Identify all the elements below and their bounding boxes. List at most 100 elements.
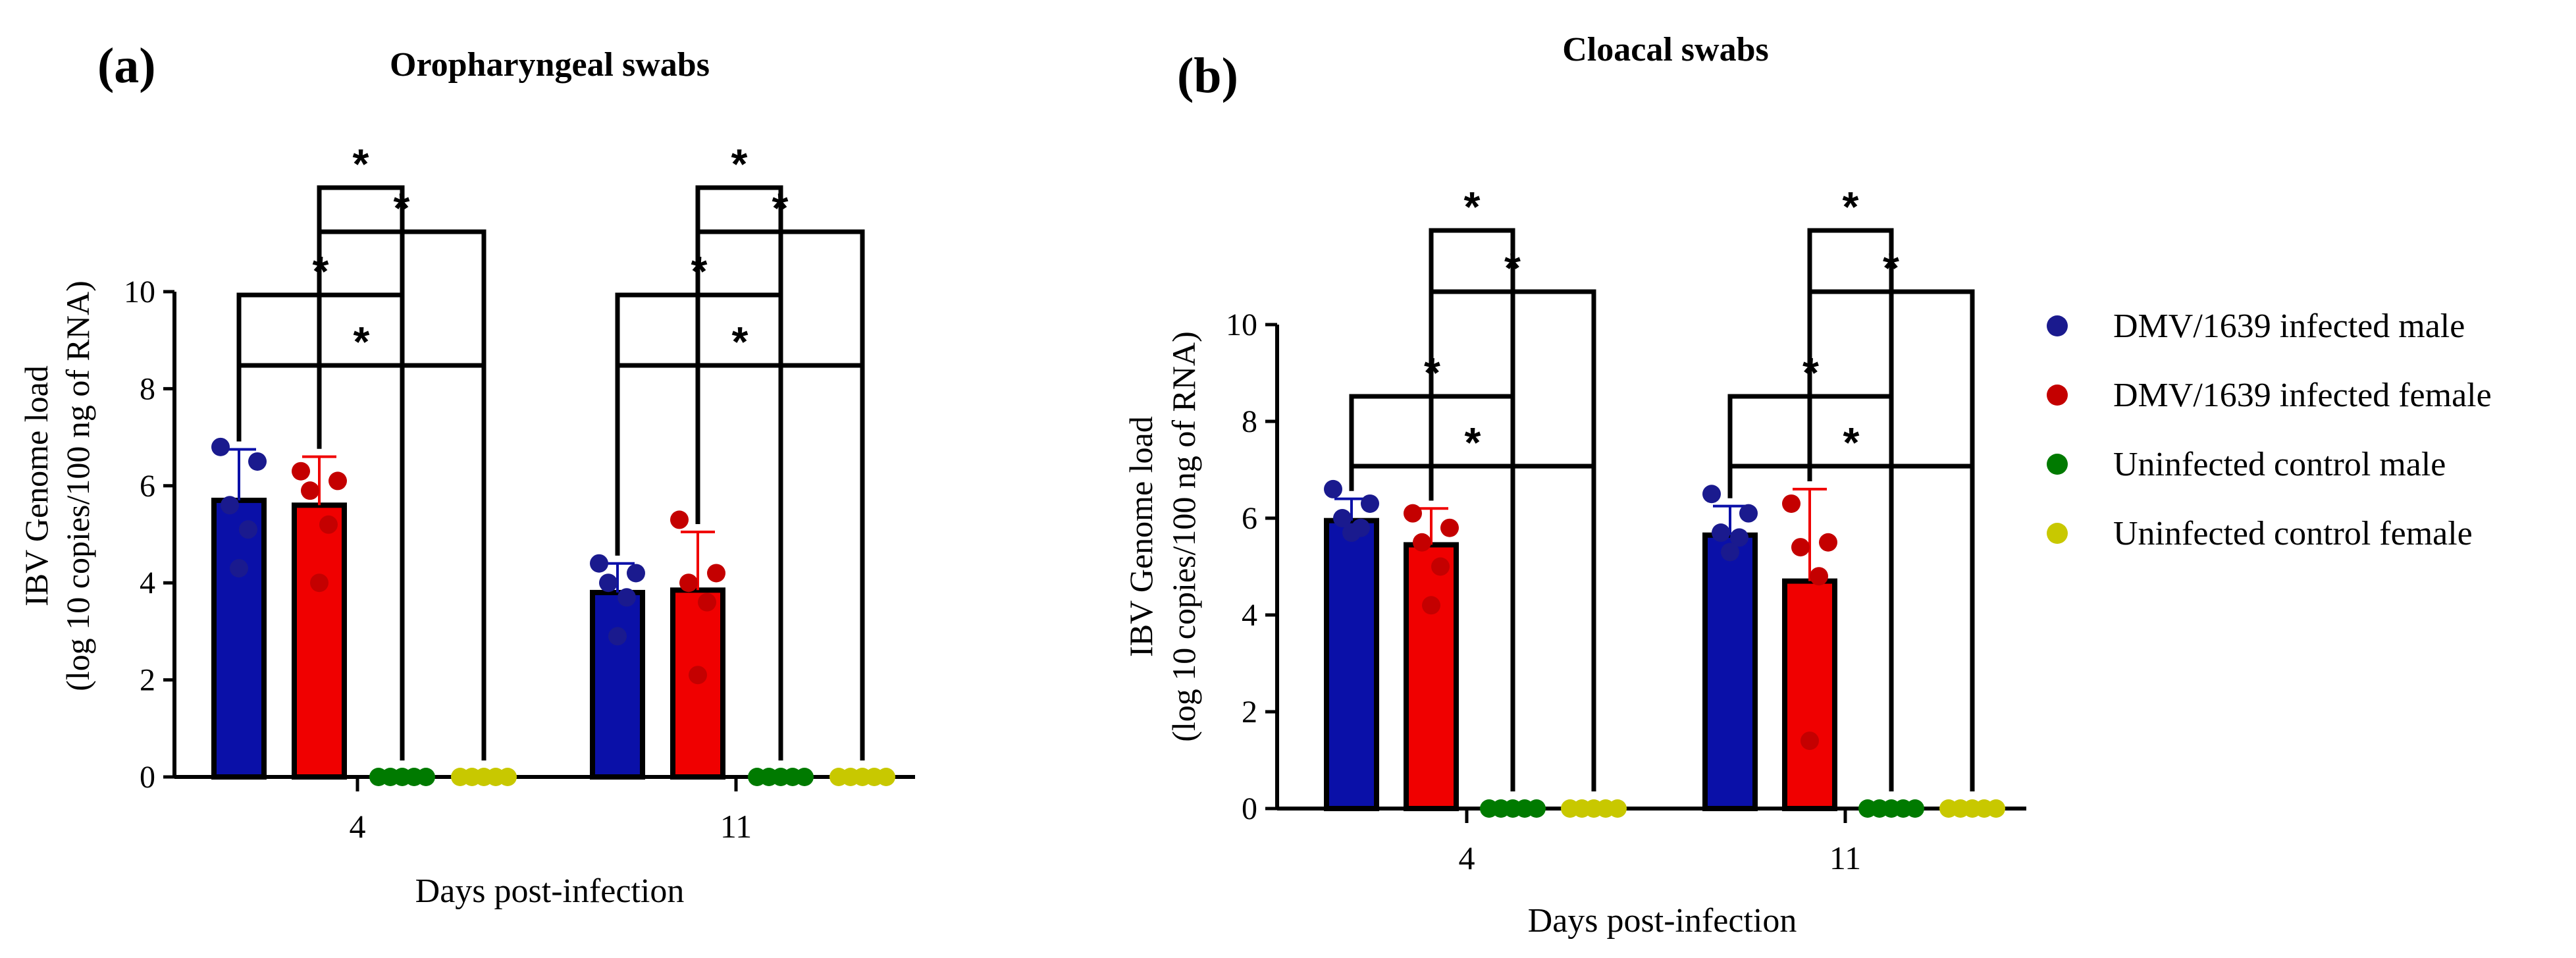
panel-a-data-point (301, 481, 319, 500)
panel-b-significance-star: * (1464, 183, 1481, 230)
panel-a-y-tick-label: 2 (140, 663, 155, 698)
legend-marker (2047, 315, 2068, 336)
panel-a-data-point (292, 462, 310, 481)
panel-b-data-point (1431, 557, 1450, 576)
panel-b-x-tick-label: 11 (1829, 839, 1861, 876)
panel-a-data-point (248, 452, 267, 471)
panel-a-data-point (608, 627, 627, 646)
panel-a-data-point (417, 768, 435, 786)
panel-a-data-point (310, 573, 329, 593)
panel-a-data-point (221, 496, 239, 515)
panel-b-y-tick-label: 2 (1242, 695, 1257, 730)
panel-b-label: (b) (1177, 48, 1238, 103)
panel-b-data-point (1906, 799, 1924, 818)
panel-b-bar (1702, 532, 1758, 811)
panel-b-significance-star: * (1465, 419, 1481, 466)
panel-b-data-point (1810, 567, 1828, 586)
panel-b-data-point (1608, 799, 1627, 818)
panel-a-data-point (795, 768, 814, 786)
panel-b-data-point (1819, 533, 1837, 552)
panel-b-data-point (1333, 509, 1352, 527)
panel-a-data-point (877, 768, 895, 786)
panel-b-x-tick-label: 4 (1459, 839, 1475, 876)
panel-b-data-point (1702, 485, 1721, 504)
legend-marker (2047, 385, 2068, 406)
panel-a-oropharyngeal-chart: (a) Oropharyngeal swabs IBV Genome load … (18, 38, 915, 910)
panel-a-data-point (627, 564, 645, 583)
panel-b-data-point (1987, 799, 2005, 818)
panel-a-data-point (239, 520, 257, 539)
panel-b-significance-bracket (1807, 228, 1894, 737)
legend-label: DMV/1639 infected female (2113, 377, 2492, 414)
panel-b-y-tick-label: 8 (1242, 404, 1257, 439)
legend: DMV/1639 infected male DMV/1639 infected … (2047, 307, 2492, 552)
panel-b-significance-bracket (1429, 228, 1515, 737)
panel-b-data-point (1782, 494, 1801, 513)
panel-b-bar (1324, 518, 1379, 811)
panel-a-significance-star: * (353, 140, 369, 188)
panel-a-data-point (618, 588, 636, 607)
panel-b-data-point (1342, 523, 1361, 543)
panel-a-data-point (319, 515, 338, 534)
panel-b-data-point (1440, 518, 1459, 537)
panel-a-data-point (689, 666, 707, 685)
panel-b-data-point (1721, 543, 1739, 562)
panel-a-title: Oropharyngeal swabs (390, 46, 710, 84)
panel-b-bar (1782, 578, 1837, 811)
panel-b-data-point (1791, 538, 1810, 557)
panel-b-significance-star: * (1843, 183, 1859, 230)
panel-b-data-point (1404, 504, 1422, 523)
panel-b-data-point (1527, 799, 1546, 818)
panel-a-x-tick-label: 4 (350, 808, 366, 845)
panel-a-data-point (670, 510, 689, 529)
panel-a-y-tick-label: 0 (140, 760, 155, 795)
panel-a-data-point (211, 437, 230, 456)
panel-a-data-point (498, 768, 517, 786)
panel-b-ylabel-line2: (log 10 copies/100 ng of RNA) (1165, 331, 1202, 742)
panel-b-data-point (1712, 523, 1730, 543)
panel-a-bar (292, 502, 347, 780)
panel-b-significance-star: * (1843, 419, 1860, 466)
panel-a-ylabel-line1: IBV Genome load (18, 365, 55, 606)
panel-b-data-point (1739, 504, 1758, 523)
panel-b-y-tick-label: 6 (1242, 501, 1257, 536)
panel-b-data-point (1413, 533, 1431, 552)
panel-a-y-tick-label: 4 (140, 566, 155, 600)
panel-a-label: (a) (97, 38, 156, 93)
panel-a-significance-bracket (236, 363, 486, 760)
panel-b-data-point (1801, 732, 1819, 751)
panel-b-title: Cloacal swabs (1562, 31, 1768, 68)
panel-a-data-point (698, 593, 716, 612)
panel-b-significance-bracket (1727, 464, 1975, 791)
panel-a-y-tick-label: 6 (140, 469, 155, 504)
panel-a-significance-bracket (317, 185, 405, 705)
panel-a-data-point (590, 554, 608, 573)
panel-a-data-point (679, 573, 698, 593)
panel-b-data-point (1324, 479, 1342, 498)
panel-a-ylabel-line2: (log 10 copies/100 ng of RNA) (59, 280, 96, 691)
panel-b-data-point (1422, 596, 1440, 615)
panel-b-ylabel-line1: IBV Genome load (1122, 416, 1159, 657)
panel-a-bar (590, 589, 645, 780)
panel-a-xlabel: Days post-infection (415, 872, 685, 910)
panel-b-data-point (1730, 528, 1748, 547)
panel-b-cloacal-chart: (b) Cloacal swabs IBV Genome load (log 1… (1122, 31, 2026, 940)
panel-b-data-point (1361, 494, 1379, 513)
panel-b-significance-bracket (1349, 464, 1596, 791)
panel-b-xlabel: Days post-infection (1528, 902, 1797, 940)
panel-a-significance-star: * (732, 318, 749, 365)
panel-b-y-tick-label: 0 (1242, 791, 1257, 826)
legend-marker (2047, 523, 2068, 544)
panel-a-bar (211, 497, 267, 780)
legend-label: Uninfected control female (2113, 515, 2473, 552)
panel-a-data-point (707, 564, 725, 583)
legend-label: DMV/1639 infected male (2113, 307, 2465, 345)
panel-b-y-tick-label: 10 (1226, 307, 1257, 342)
panel-a-significance-bracket (615, 363, 865, 760)
panel-a-significance-bracket (695, 185, 783, 705)
panel-a-significance-star: * (354, 318, 370, 365)
legend-marker (2047, 454, 2068, 475)
